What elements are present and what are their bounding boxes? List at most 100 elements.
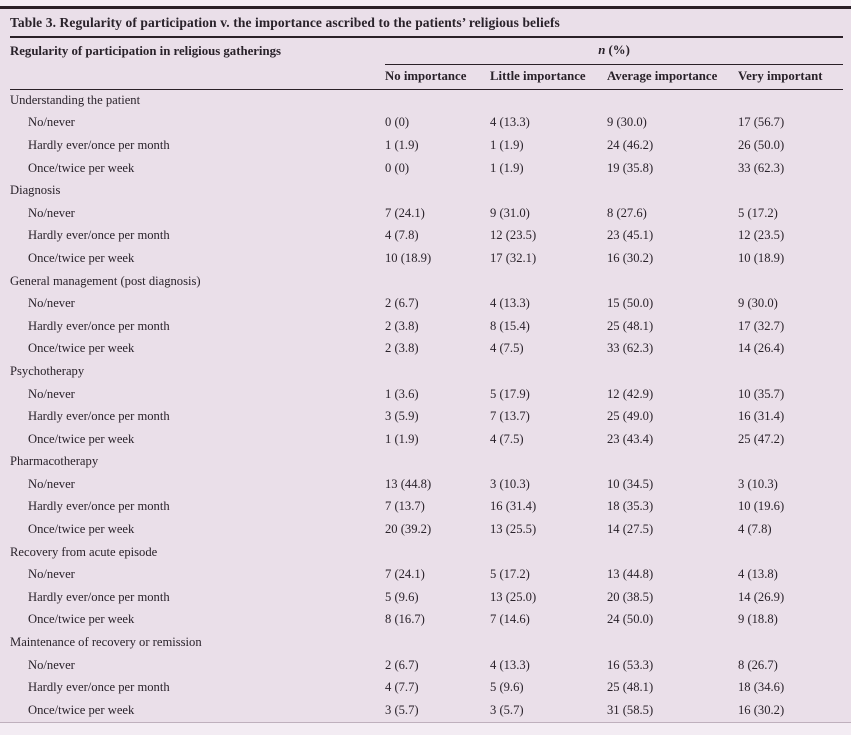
value-cell: 16 (30.2)	[607, 250, 654, 265]
section-label: Psychotherapy	[10, 363, 85, 378]
section-row: Pharmacotherapy	[10, 451, 843, 474]
value-cell: 17 (32.1)	[490, 250, 537, 265]
row-label: No/never	[28, 205, 75, 220]
value-cell: 4 (7.8)	[738, 522, 772, 537]
row-label: Hardly ever/once per month	[28, 499, 170, 514]
column-header-average-importance: Average importance	[607, 64, 738, 90]
row-label: No/never	[28, 296, 75, 311]
section-label: Understanding the patient	[10, 93, 141, 108]
row-label: Hardly ever/once per month	[28, 680, 170, 695]
value-cell: 7 (13.7)	[385, 499, 425, 514]
value-cell: 9 (31.0)	[490, 205, 530, 220]
value-cell: 14 (27.5)	[607, 522, 654, 537]
value-cell: 14 (26.4)	[738, 341, 785, 356]
value-cell: 4 (7.8)	[385, 228, 419, 243]
value-cell: 17 (56.7)	[738, 115, 785, 130]
table-row: Once/twice per week 1 (1.9) 4 (7.5) 23 (43.…	[10, 428, 843, 451]
value-cell: 12 (42.9)	[607, 386, 654, 401]
row-label: Hardly ever/once per month	[28, 228, 170, 243]
table-row: Once/twice per week 2 (3.8) 4 (7.5) 33 (62.…	[10, 338, 843, 361]
value-cell: 3 (5.7)	[490, 702, 524, 717]
value-cell: 8 (26.7)	[738, 657, 778, 672]
value-cell: 3 (5.7)	[385, 702, 419, 717]
row-label: Once/twice per week	[28, 612, 135, 627]
lead-column-header: Regularity of participation in religious…	[10, 43, 281, 58]
row-label: No/never	[28, 476, 75, 491]
value-cell: 2 (6.7)	[385, 657, 419, 672]
value-cell: 4 (13.3)	[490, 296, 530, 311]
section-row: General management (post diagnosis)	[10, 270, 843, 293]
value-cell: 9 (18.8)	[738, 612, 778, 627]
row-label: No/never	[28, 386, 75, 401]
table-row: No/never 2 (6.7) 4 (13.3) 16 (53.3) 8 (26.7)	[10, 654, 843, 677]
value-cell: 8 (27.6)	[607, 205, 647, 220]
value-cell: 18 (34.6)	[738, 680, 785, 695]
table-row: Once/twice per week 3 (5.7) 3 (5.7) 31 (58.…	[10, 699, 843, 722]
table-row: Hardly ever/once per month 7 (13.7) 16 (31…	[10, 496, 843, 519]
table-row: No/never 7 (24.1) 5 (17.2) 13 (44.8) 4 (13.8…	[10, 563, 843, 586]
row-label: Hardly ever/once per month	[28, 589, 170, 604]
table-row: Once/twice per week 8 (16.7) 7 (14.6) 24 (5…	[10, 609, 843, 632]
value-cell: 2 (3.8)	[385, 318, 419, 333]
value-cell: 23 (45.1)	[607, 228, 654, 243]
value-cell: 12 (23.5)	[738, 228, 785, 243]
section-label: Pharmacotherapy	[10, 454, 99, 469]
table-row: No/never 2 (6.7) 4 (13.3) 15 (50.0) 9 (30.0)	[10, 292, 843, 315]
value-cell: 0 (0)	[385, 115, 410, 130]
value-cell: 3 (10.3)	[738, 476, 778, 491]
header-row-columns: No importance Little importance Average …	[10, 64, 844, 90]
section-row: Psychotherapy	[10, 360, 843, 383]
row-label: No/never	[28, 657, 75, 672]
value-cell: 5 (17.2)	[490, 567, 530, 582]
value-cell: 16 (31.4)	[738, 409, 785, 424]
section-row: Recovery from acute episode	[10, 541, 843, 564]
value-cell: 16 (53.3)	[607, 657, 654, 672]
value-cell: 19 (35.8)	[607, 160, 654, 175]
value-cell: 31 (58.5)	[607, 702, 654, 717]
value-cell: 10 (34.5)	[607, 476, 654, 491]
table-panel: Table 3. Regularity of participation v. …	[0, 6, 851, 723]
value-cell: 1 (1.9)	[490, 160, 524, 175]
value-cell: 20 (39.2)	[385, 522, 432, 537]
table-row: No/never 13 (44.8) 3 (10.3) 10 (34.5) 3 (10.…	[10, 473, 843, 496]
value-cell: 33 (62.3)	[738, 160, 785, 175]
n-percent-header: n (%)	[385, 38, 844, 65]
row-label: Hardly ever/once per month	[28, 409, 170, 424]
row-label: Once/twice per week	[28, 160, 135, 175]
value-cell: 4 (7.7)	[385, 680, 419, 695]
value-cell: 23 (43.4)	[607, 431, 654, 446]
value-cell: 10 (35.7)	[738, 386, 785, 401]
value-cell: 20 (38.5)	[607, 589, 654, 604]
table-row: Hardly ever/once per month 2 (3.8) 8 (15.4…	[10, 315, 843, 338]
value-cell: 18 (35.3)	[607, 499, 654, 514]
value-cell: 5 (9.6)	[490, 680, 524, 695]
section-label: Maintenance of recovery or remission	[10, 635, 202, 650]
percent-label: (%)	[605, 43, 630, 58]
value-cell: 3 (5.9)	[385, 409, 419, 424]
value-cell: 13 (25.5)	[490, 522, 537, 537]
table-row: No/never 7 (24.1) 9 (31.0) 8 (27.6) 5 (17.2)	[10, 202, 843, 225]
row-label: Hardly ever/once per month	[28, 318, 170, 333]
section-row: Diagnosis	[10, 179, 843, 202]
value-cell: 16 (30.2)	[738, 702, 785, 717]
value-cell: 5 (17.9)	[490, 386, 530, 401]
row-label: Once/twice per week	[28, 522, 135, 537]
table-header: Regularity of participation in religious…	[10, 38, 844, 90]
value-cell: 25 (49.0)	[607, 409, 654, 424]
value-cell: 33 (62.3)	[607, 341, 654, 356]
value-cell: 9 (30.0)	[607, 115, 647, 130]
row-label: Once/twice per week	[28, 250, 135, 265]
value-cell: 5 (9.6)	[385, 589, 419, 604]
table-row: No/never 0 (0) 4 (13.3) 9 (30.0) 17 (56.7)	[10, 112, 843, 135]
value-cell: 26 (50.0)	[738, 137, 785, 152]
table-body: Understanding the patient No/never 0 (0) 4 …	[10, 89, 843, 722]
value-cell: 10 (19.6)	[738, 499, 785, 514]
value-cell: 4 (13.8)	[738, 567, 778, 582]
table-row: Hardly ever/once per month 5 (9.6) 13 (25.…	[10, 586, 843, 609]
value-cell: 3 (10.3)	[490, 476, 530, 491]
value-cell: 4 (13.3)	[490, 657, 530, 672]
section-row: Understanding the patient	[10, 89, 843, 112]
n-symbol: n	[598, 43, 606, 58]
row-label: Hardly ever/once per month	[28, 137, 170, 152]
